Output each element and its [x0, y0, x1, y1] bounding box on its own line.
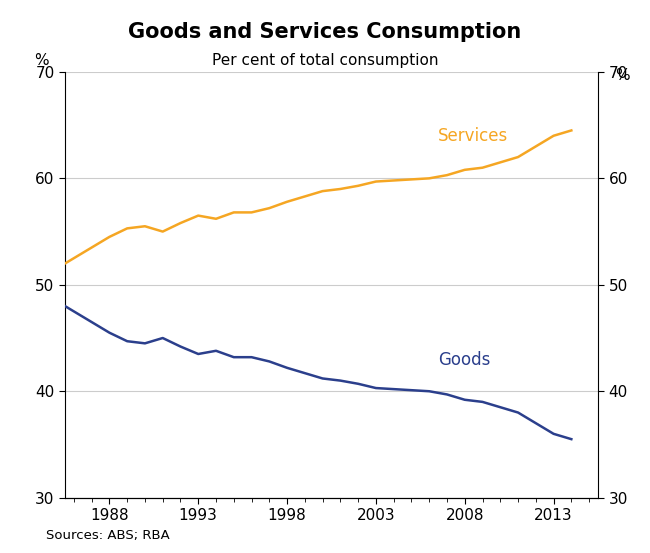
Text: Sources: ABS; RBA: Sources: ABS; RBA	[46, 529, 169, 542]
Text: Goods: Goods	[438, 351, 491, 369]
Text: Goods and Services Consumption: Goods and Services Consumption	[129, 22, 521, 42]
Y-axis label: %: %	[34, 53, 48, 67]
Text: Services: Services	[438, 127, 508, 145]
Y-axis label: %: %	[615, 67, 629, 82]
Text: Per cent of total consumption: Per cent of total consumption	[212, 53, 438, 67]
